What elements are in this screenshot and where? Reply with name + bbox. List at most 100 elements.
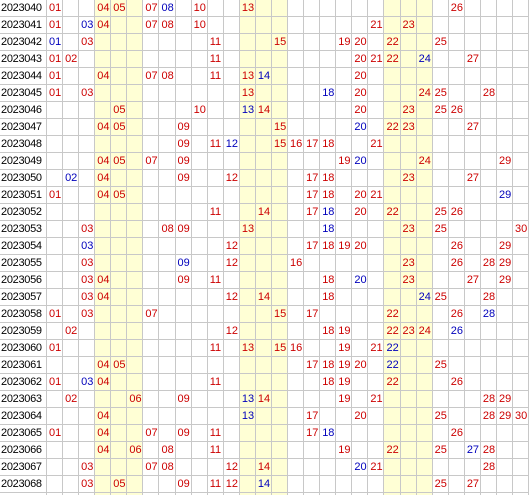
red-number-cell: 21 (370, 342, 383, 354)
red-number-cell: 27 (466, 172, 480, 184)
blue-number-cell: 13 (241, 104, 255, 116)
grid-hline (0, 84, 529, 85)
red-number-cell: 28 (482, 291, 496, 303)
red-number-cell: 21 (370, 461, 383, 473)
grid-hline (0, 407, 529, 408)
grid-hline (0, 322, 529, 323)
table-row: 2023054 12 17 18 19 20 26 29 03 (0, 238, 529, 255)
red-number-cell: 06 (129, 444, 142, 456)
red-number-cell: 26 (450, 2, 463, 14)
red-number-cell: 07 (145, 427, 158, 439)
grid-vline (463, 0, 465, 495)
red-number-cell: 29 (498, 240, 512, 252)
red-number-cell: 03 (81, 274, 94, 286)
blue-number-cell: 18 (322, 427, 335, 439)
red-number-cell: 21 (370, 393, 383, 405)
red-number-cell: 08 (161, 461, 174, 473)
red-number-cell: 18 (322, 291, 335, 303)
table-row: 2023066 04 06 08 11 19 22 25 28 27 (0, 442, 529, 459)
red-number-cell: 01 (49, 70, 62, 82)
red-number-cell: 23 (402, 19, 415, 31)
grid-hline (0, 118, 529, 119)
red-number-cell: 09 (177, 172, 190, 184)
red-number-cell: 27 (466, 53, 480, 65)
red-number-cell: 17 (306, 410, 319, 422)
grid-hline (0, 203, 529, 204)
table-row: 2023050 04 09 12 17 18 23 27 02 (0, 170, 529, 187)
red-number-cell: 16 (290, 257, 303, 269)
red-number-cell: 10 (193, 2, 206, 14)
red-number-cell: 15 (273, 342, 287, 354)
red-number-cell: 22 (386, 308, 399, 320)
grid-hline (0, 492, 529, 493)
red-number-cell: 04 (97, 410, 110, 422)
grid-vline (94, 0, 96, 495)
red-number-cell: 04 (97, 155, 110, 167)
red-number-cell: 07 (145, 70, 158, 82)
grid-vline (270, 0, 272, 495)
red-number-cell: 03 (81, 478, 94, 490)
grid-vline (254, 0, 256, 495)
grid-vline (110, 0, 112, 495)
red-number-cell: 12 (225, 240, 239, 252)
red-number-cell: 28 (482, 410, 496, 422)
red-number-cell: 01 (49, 308, 62, 320)
red-number-cell: 25 (434, 87, 447, 99)
red-number-cell: 18 (322, 325, 335, 337)
red-number-cell: 03 (81, 36, 94, 48)
red-number-cell: 11 (209, 427, 222, 439)
table-row: 2023067 03 07 08 12 14 21 28 20 (0, 459, 529, 476)
red-number-cell: 11 (209, 444, 222, 456)
red-number-cell: 19 (338, 376, 351, 388)
red-number-cell: 22 (386, 376, 399, 388)
red-number-cell: 05 (113, 155, 126, 167)
issue-number: 2023063 (1, 393, 42, 405)
table-row: 2023042 03 11 15 19 20 22 25 01 (0, 34, 529, 51)
blue-number-cell: 02 (65, 172, 78, 184)
table-row: 2023059 02 12 18 19 22 23 24 26 (0, 323, 529, 340)
issue-number: 2023047 (1, 121, 42, 133)
red-number-cell: 20 (354, 206, 367, 218)
red-number-cell: 29 (498, 393, 512, 405)
grid-hline (0, 152, 529, 153)
grid-vline (78, 0, 80, 495)
red-number-cell: 25 (434, 444, 447, 456)
red-number-cell: 03 (81, 223, 94, 235)
red-number-cell: 11 (209, 53, 222, 65)
blue-number-cell: 08 (161, 2, 174, 14)
red-number-cell: 23 (402, 172, 415, 184)
red-number-cell: 28 (482, 87, 496, 99)
blue-number-cell: 18 (322, 87, 335, 99)
red-number-cell: 30 (515, 410, 528, 422)
issue-number: 2023055 (1, 257, 42, 269)
red-number-cell: 09 (177, 223, 190, 235)
issue-number: 2023051 (1, 189, 42, 201)
issue-number: 2023048 (1, 138, 42, 150)
red-number-cell: 26 (450, 240, 463, 252)
grid-vline (447, 0, 449, 495)
red-number-cell: 25 (434, 478, 447, 490)
red-number-cell: 18 (322, 138, 335, 150)
red-number-cell: 20 (354, 36, 367, 48)
red-number-cell: 20 (354, 53, 367, 65)
red-number-cell: 23 (402, 257, 415, 269)
red-number-cell: 26 (450, 427, 463, 439)
red-number-cell: 05 (113, 104, 126, 116)
grid-hline (0, 237, 529, 238)
red-number-cell: 11 (209, 70, 222, 82)
grid-hline (0, 50, 529, 51)
issue-number: 2023040 (1, 2, 42, 14)
red-number-cell: 18 (322, 376, 335, 388)
red-number-cell: 01 (49, 342, 62, 354)
red-number-cell: 13 (241, 2, 255, 14)
grid-vline (190, 0, 192, 495)
blue-number-cell: 09 (177, 257, 190, 269)
red-number-cell: 11 (209, 138, 222, 150)
red-number-cell: 22 (386, 206, 399, 218)
issue-number: 2023060 (1, 342, 42, 354)
issue-number: 2023049 (1, 155, 42, 167)
red-number-cell: 19 (338, 342, 351, 354)
red-number-cell: 10 (193, 104, 206, 116)
grid-hline (0, 373, 529, 374)
red-number-cell: 17 (306, 359, 319, 371)
